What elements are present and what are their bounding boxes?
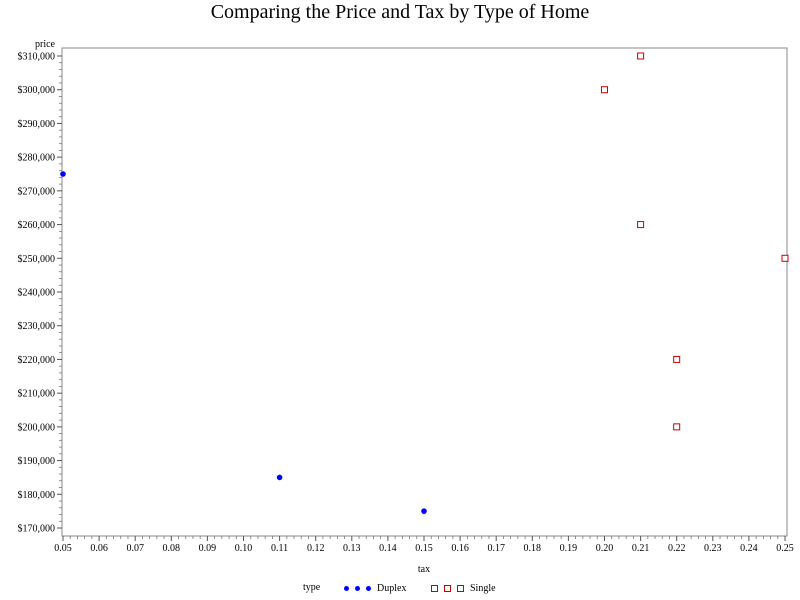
y-tick-label: $280,000 [18,153,56,164]
x-tick-label: 0.07 [126,543,144,554]
legend-item-single: Single [431,580,496,596]
legend: type Duplex Single [0,580,800,598]
x-tick-label: 0.16 [451,543,469,554]
point-single [637,221,645,229]
x-tick-label: 0.25 [776,543,794,554]
y-tick-label: $240,000 [18,288,56,299]
x-tick-label: 0.24 [740,543,758,554]
x-tick-label: 0.18 [524,543,542,554]
x-tick-label: 0.23 [704,543,722,554]
point-single [673,423,681,431]
x-tick-label: 0.11 [271,543,288,554]
point-single [781,254,789,262]
legend-marker-duplex [344,585,371,591]
x-tick-label: 0.13 [343,543,361,554]
y-tick-label: $260,000 [18,220,56,231]
chart-title: Comparing the Price and Tax by Type of H… [210,1,590,23]
point-single [637,52,645,60]
x-tick-label: 0.09 [199,543,217,554]
x-tick-label: 0.20 [596,543,614,554]
x-tick-label: 0.22 [668,543,686,554]
x-tick-label: 0.06 [90,543,108,554]
x-axis: 0.05 0.06 0.07 0.08 0.09 0.10 0.11 0.12 0.13 0.14… [54,536,794,554]
point-duplex [421,508,427,514]
y-tick-label: $210,000 [18,389,56,400]
x-tick-label: 0.17 [487,543,505,554]
x-tick-label: 0.15 [415,543,433,554]
legend-title: type [303,582,321,593]
x-tick-label: 0.10 [235,543,253,554]
x-axis-label: tax [418,564,430,575]
legend-marker-single [431,584,464,592]
y-tick-label: $250,000 [18,254,56,265]
x-tick-label: 0.12 [307,543,325,554]
x-tick-label: 0.19 [560,543,578,554]
data-points [60,52,789,514]
point-duplex [276,474,283,481]
y-tick-label: $170,000 [18,524,56,535]
point-single [601,86,608,94]
y-tick-label: $190,000 [18,456,56,467]
y-tick-label: $270,000 [18,186,56,197]
legend-label-single: Single [470,582,496,594]
y-tick-label: $290,000 [18,119,56,130]
x-tick-label: 0.14 [379,543,397,554]
y-tick-label: $310,000 [18,52,56,63]
x-tick-label: 0.21 [632,543,650,554]
legend-label-duplex: Duplex [377,582,407,594]
y-tick-label: $230,000 [18,321,56,332]
y-axis: $170,000 $180,000 $190,000 $200,000 $210,000… [18,52,62,535]
point-single [673,355,681,363]
legend-item-duplex: Duplex [344,580,406,596]
point-duplex [60,171,66,177]
y-tick-label: $220,000 [18,355,56,366]
y-tick-label: $300,000 [18,85,56,96]
y-axis-label: price [35,39,56,50]
y-tick-label: $180,000 [18,490,56,501]
x-tick-label: 0.05 [54,543,72,554]
y-tick-label: $200,000 [18,422,56,433]
plot-frame [61,47,788,537]
x-tick-label: 0.08 [163,543,181,554]
